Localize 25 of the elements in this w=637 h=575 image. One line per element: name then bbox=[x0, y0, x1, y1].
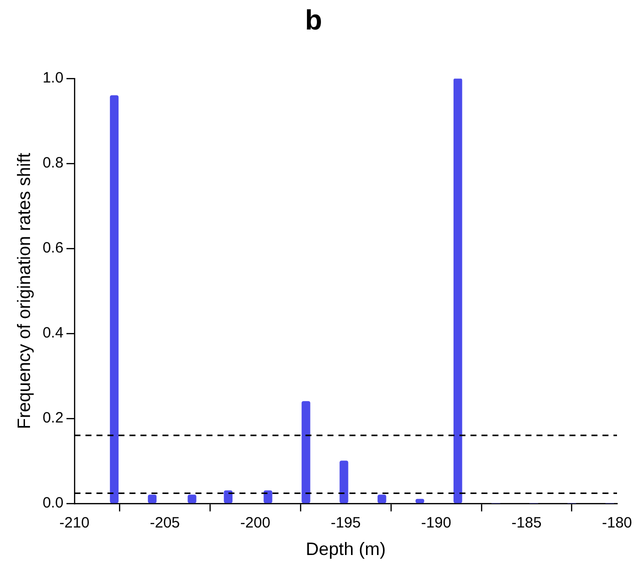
bar bbox=[340, 460, 348, 504]
bar bbox=[302, 401, 310, 504]
y-tick-label: 0.2 bbox=[42, 410, 64, 427]
x-axis-title: Depth (m) bbox=[306, 539, 386, 560]
y-axis-title: Frequency of origination rates shift bbox=[14, 152, 34, 430]
x-tick-label: -200 bbox=[240, 514, 270, 532]
bar bbox=[264, 490, 272, 504]
y-tick-label: 0.0 bbox=[42, 494, 64, 512]
x-tick-label: -180 bbox=[602, 514, 632, 532]
x-tick-label: -210 bbox=[59, 514, 90, 532]
y-tick-label: 1.0 bbox=[42, 70, 64, 87]
y-tick-label: 0.8 bbox=[42, 154, 64, 172]
bar bbox=[454, 78, 462, 504]
y-tick-label: 0.6 bbox=[42, 240, 64, 257]
bar bbox=[224, 490, 233, 504]
x-tick-label: -190 bbox=[421, 514, 452, 532]
bar bbox=[188, 494, 196, 504]
x-tick-label: -195 bbox=[330, 514, 361, 532]
bar bbox=[148, 494, 157, 504]
bar bbox=[110, 95, 119, 504]
y-tick-label: 0.4 bbox=[42, 324, 64, 342]
bar bbox=[378, 494, 386, 504]
x-tick-label: -205 bbox=[150, 514, 180, 532]
chart-title: b bbox=[304, 4, 322, 36]
x-tick-label: -185 bbox=[512, 514, 542, 532]
